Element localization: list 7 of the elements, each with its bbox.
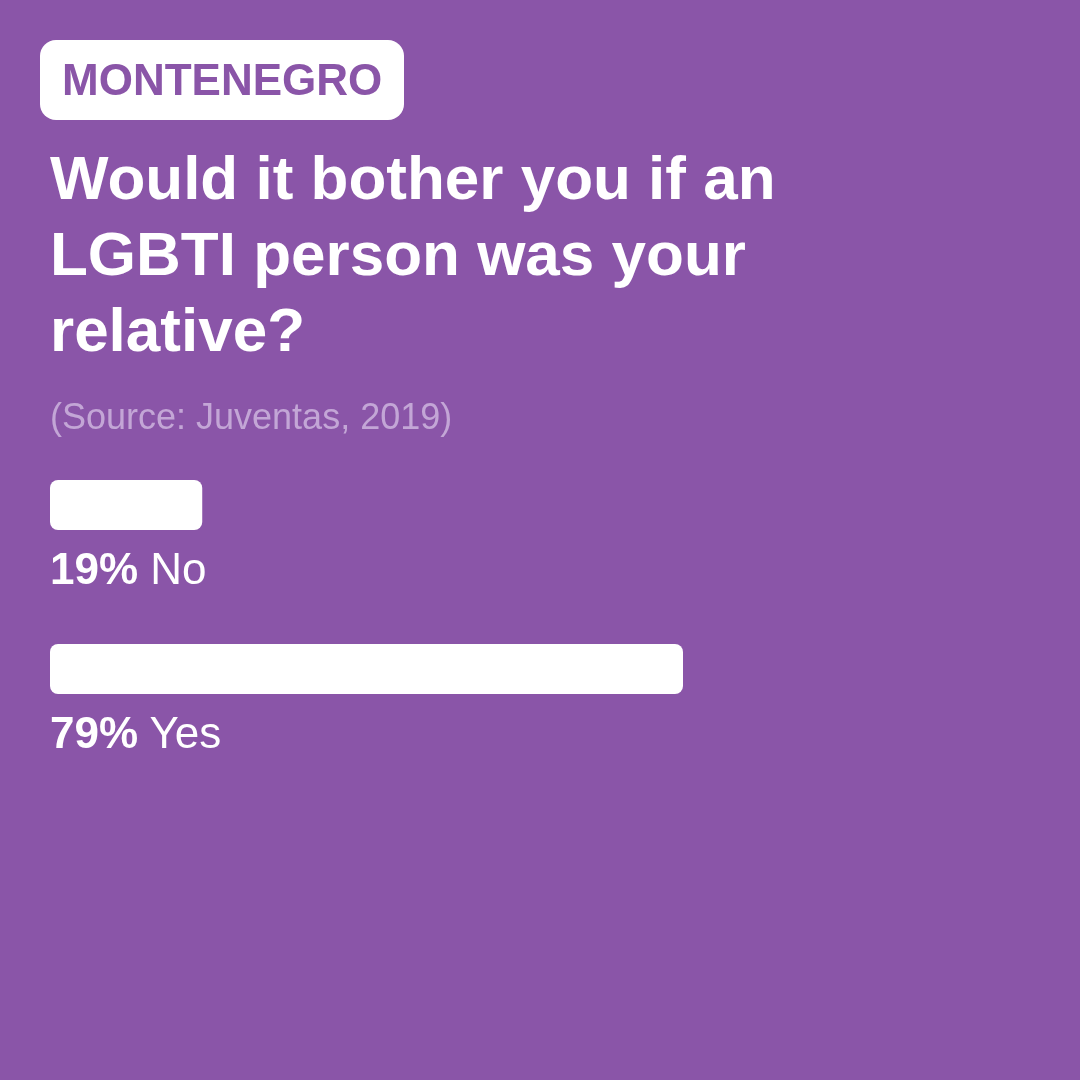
data-label: 19% <box>50 544 139 593</box>
text: (Source: Juventas, 2019) <box>50 396 453 438</box>
data-label: 79% <box>50 708 139 757</box>
y-tick-label: Yes <box>138 708 222 757</box>
chart-title: Would it bother you if an LGBTI person was your relative? <box>50 142 777 366</box>
y-tick-label: No <box>138 544 207 593</box>
chart-subtitle: MONTENEGRO <box>40 40 405 120</box>
